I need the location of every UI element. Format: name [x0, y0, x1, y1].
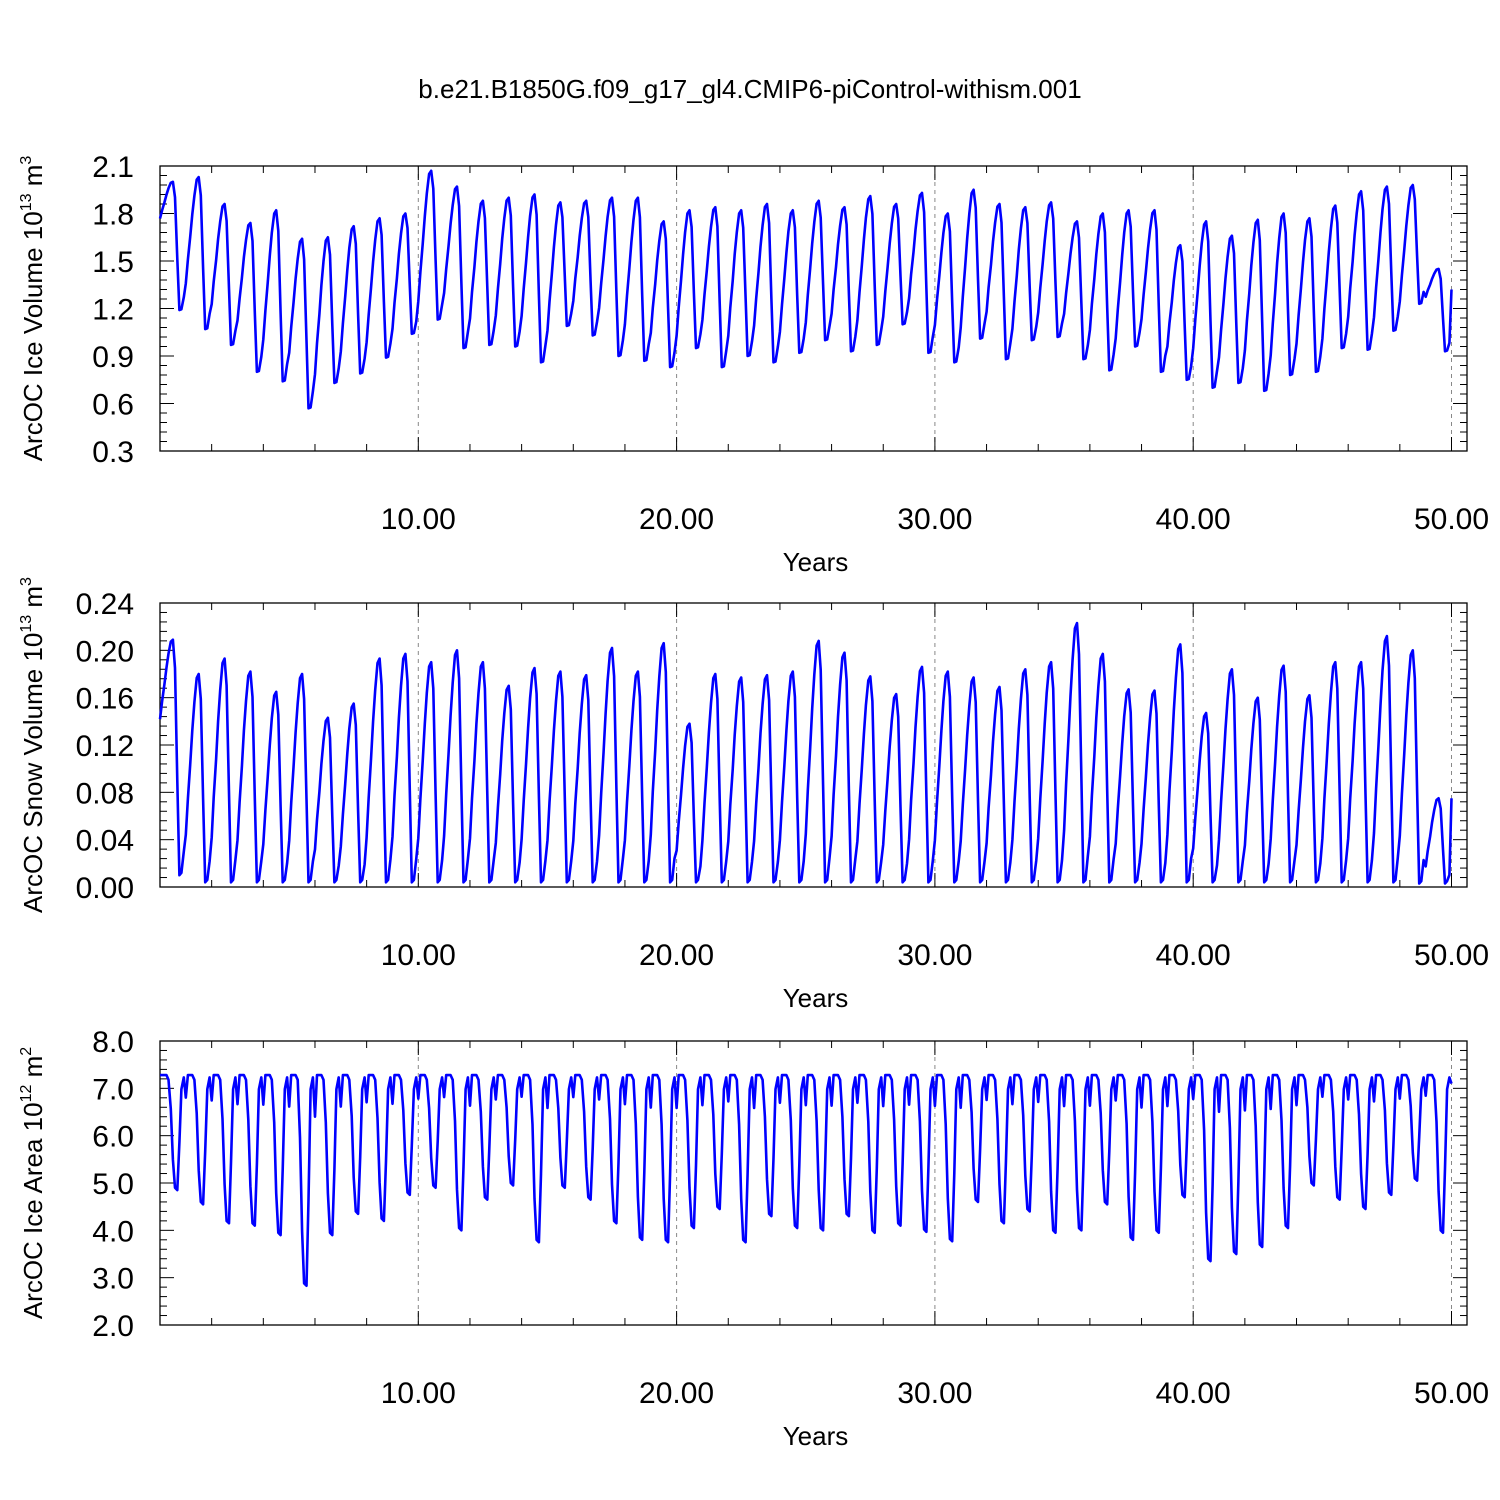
y-tick-label: 0.20	[76, 635, 134, 668]
y-tick-label: 0.00	[76, 872, 134, 905]
panel-ice-volume: 10.00 20.00 30.00 40.00 50.00 0.3 0.6 0.9 1.2 1.5…	[18, 151, 1489, 577]
y-tick-label: 4.0	[92, 1215, 134, 1248]
x-tick-label: 30.00	[897, 503, 972, 536]
panel-snow-volume: 10.00 20.00 30.00 40.00 50.00 0.00 0.04 0.08 0.1…	[18, 577, 1489, 1013]
y-tick-label: 1.2	[92, 294, 134, 327]
x-tick-label: 10.00	[381, 939, 456, 972]
y-tick-label: 3.0	[92, 1263, 134, 1296]
x-axis-label: Years	[783, 1421, 849, 1451]
y-axis-label-part: ArcOC Snow Volume 10	[18, 633, 48, 913]
series-line	[158, 621, 1453, 885]
plot-frame	[159, 602, 1468, 888]
y-tick-label: 0.6	[92, 389, 134, 422]
x-axis-label: Years	[783, 547, 849, 577]
x-tick-label: 30.00	[897, 1377, 972, 1410]
series-line	[160, 1073, 1453, 1287]
y-tick-label: 8.0	[92, 1026, 134, 1059]
x-axis-label: Years	[783, 983, 849, 1013]
x-tick-label: 40.00	[1156, 503, 1231, 536]
y-tick-label: 0.16	[76, 683, 134, 716]
y-axis-label-part: m	[18, 1056, 48, 1085]
y-tick-label: 0.9	[92, 341, 134, 374]
plot-frame	[159, 165, 1468, 452]
x-tick-label: 10.00	[381, 503, 456, 536]
y-axis-label-part: m	[18, 165, 48, 194]
y-tick-label: 6.0	[92, 1121, 134, 1154]
x-tick-label: 40.00	[1156, 939, 1231, 972]
y-tick-label: 0.24	[76, 588, 134, 621]
y-tick-label: 1.5	[92, 246, 134, 279]
y-axis-label: ArcOC Snow Volume 1013 m3	[18, 577, 48, 913]
plot-frame	[159, 1040, 1468, 1326]
y-axis-label-part: m	[18, 586, 48, 615]
x-tick-label: 50.00	[1414, 1377, 1489, 1410]
y-tick-label: 1.8	[92, 199, 134, 232]
y-axis-label-superscript: 12	[18, 1085, 35, 1103]
y-tick-label: 5.0	[92, 1168, 134, 1201]
panel-ice-area: 10.00 20.00 30.00 40.00 50.00 2.0 3.0 4.0 5.0 6.0…	[18, 1026, 1489, 1451]
y-tick-label: 0.04	[76, 825, 134, 858]
y-tick-label: 0.08	[76, 777, 134, 810]
y-tick-label: 0.12	[76, 730, 134, 763]
x-tick-label: 30.00	[897, 939, 972, 972]
y-axis-label-superscript: 3	[18, 156, 35, 165]
x-tick-label: 40.00	[1156, 1377, 1231, 1410]
y-axis-label-part: ArcOC Ice Area 10	[18, 1102, 48, 1319]
y-axis-label: ArcOC Ice Volume 1013 m3	[18, 156, 48, 462]
y-tick-label: 7.0	[92, 1073, 134, 1106]
y-tick-label: 0.3	[92, 436, 134, 469]
x-tick-label: 10.00	[381, 1377, 456, 1410]
y-axis-label-superscript: 2	[18, 1047, 35, 1056]
y-tick-label: 2.0	[92, 1310, 134, 1343]
y-axis-label-superscript: 13	[18, 615, 35, 633]
x-tick-label: 20.00	[639, 939, 714, 972]
figure-title: b.e21.B1850G.f09_g17_gl4.CMIP6-piControl…	[418, 74, 1081, 104]
x-tick-label: 50.00	[1414, 939, 1489, 972]
y-axis-label-superscript: 3	[18, 577, 35, 586]
y-axis-label-part: ArcOC Ice Volume 10	[18, 211, 48, 461]
y-axis-label-superscript: 13	[18, 193, 35, 211]
x-tick-label: 20.00	[639, 1377, 714, 1410]
x-tick-label: 50.00	[1414, 503, 1489, 536]
series-line	[158, 169, 1453, 410]
x-tick-label: 20.00	[639, 503, 714, 536]
y-tick-label: 2.1	[92, 151, 134, 184]
y-axis-label: ArcOC Ice Area 1012 m2	[18, 1047, 48, 1319]
